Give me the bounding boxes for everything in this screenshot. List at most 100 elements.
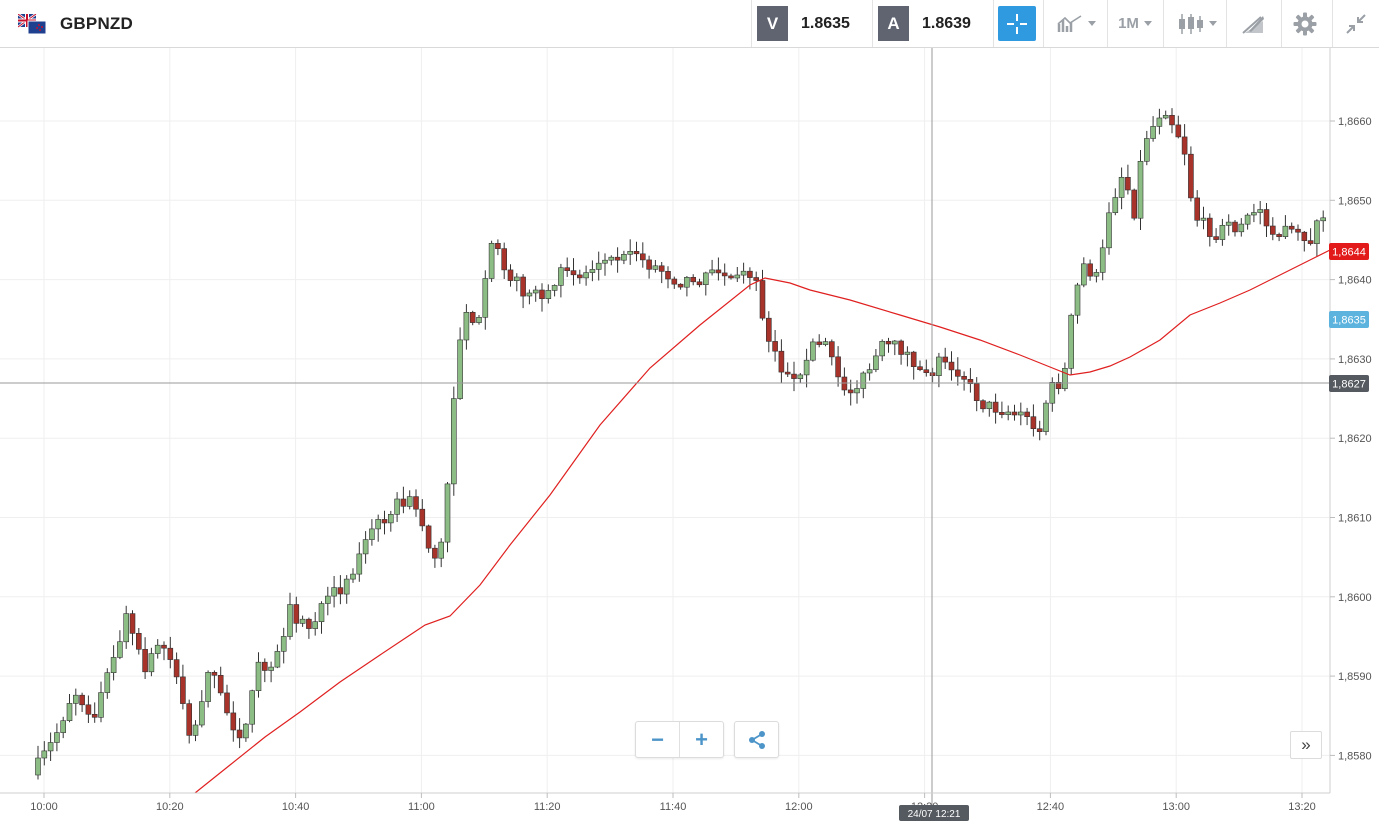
candle-down <box>753 271 760 291</box>
candle-down <box>942 347 949 369</box>
candle-body <box>551 285 558 291</box>
candle-body <box>136 632 142 650</box>
drawing-tools-icon <box>1242 15 1264 34</box>
candle-body <box>954 369 961 377</box>
candle-body <box>180 676 186 704</box>
candle-up <box>558 263 564 298</box>
candle-up <box>1200 206 1207 230</box>
candle-body <box>400 498 407 507</box>
candle-up <box>1225 214 1232 236</box>
settings-button[interactable] <box>1288 6 1322 41</box>
toolbar-divider <box>872 0 873 47</box>
candle-body <box>41 750 48 759</box>
candle-up <box>312 612 319 636</box>
candle-body <box>457 339 463 399</box>
candle-body <box>564 267 571 272</box>
candle-up <box>866 363 873 381</box>
toolbar-divider <box>751 0 752 47</box>
candle-body <box>507 269 514 281</box>
candle-down <box>1131 188 1137 221</box>
buy-price-button[interactable]: A 1.8639 <box>878 6 971 41</box>
y-tick-label: 1,8640 <box>1338 275 1372 287</box>
chart-canvas[interactable]: 1,8660 1,8650 1,8640 1,8630 1,8620 1,8610 1,86… <box>0 48 1379 823</box>
y-tick-label: 1,8630 <box>1338 354 1372 366</box>
candle-down <box>1263 203 1270 237</box>
candle-up <box>860 371 867 399</box>
candle-up <box>513 273 520 292</box>
candle-body <box>595 262 602 270</box>
candle-down <box>658 262 665 284</box>
chart-type-button[interactable] <box>1172 6 1222 41</box>
candle-body <box>627 251 634 255</box>
candle-body <box>1030 416 1037 430</box>
y-tick-label: 1,8620 <box>1338 433 1372 445</box>
candle-up <box>526 289 533 305</box>
candle-body <box>268 666 274 671</box>
candle-down <box>778 339 785 384</box>
candle-body <box>532 289 539 294</box>
candle-up <box>369 519 375 546</box>
drawing-tools-button[interactable] <box>1235 6 1271 41</box>
candle-up <box>205 670 211 708</box>
candle-body <box>1156 117 1163 127</box>
candle-body <box>362 539 369 555</box>
candle-body <box>791 373 797 379</box>
candle-body <box>873 355 879 370</box>
candle-up <box>1162 110 1169 120</box>
candle-body <box>450 398 457 485</box>
candle-body <box>847 389 854 394</box>
share-button[interactable] <box>734 721 779 758</box>
zoom-in-button[interactable]: + <box>695 726 708 752</box>
candle-up <box>1257 201 1263 225</box>
candle-body <box>614 256 621 261</box>
candle-body <box>123 613 129 643</box>
candle-body <box>967 378 974 384</box>
candle-body <box>287 604 293 637</box>
candle-body <box>961 375 967 380</box>
candle-body <box>1093 272 1100 277</box>
timeframe-label: 1M <box>1118 15 1139 32</box>
price-chart[interactable]: 1,8660 1,8650 1,8640 1,8630 1,8620 1,8610 1,86… <box>0 48 1379 823</box>
candle-down <box>973 377 980 412</box>
candle-body <box>583 272 589 279</box>
candle-down <box>142 637 148 679</box>
candle-down <box>136 628 142 655</box>
candle-down <box>898 339 904 365</box>
candle-body <box>1188 153 1194 199</box>
indicators-button[interactable] <box>1050 6 1102 41</box>
candle-body <box>54 732 60 743</box>
candle-up <box>1081 257 1087 288</box>
candle-body <box>98 692 104 718</box>
crosshair-button[interactable] <box>998 6 1036 41</box>
crosshair-price-label: 1,8627 <box>1329 375 1369 392</box>
candle-up <box>104 668 111 699</box>
candle-up <box>274 644 281 669</box>
moving-average-line <box>194 249 1331 794</box>
zoom-out-button[interactable]: − <box>651 726 664 752</box>
timeframe-selector[interactable]: 1M <box>1113 6 1157 41</box>
candle-body <box>1055 381 1062 389</box>
candle-down <box>1232 220 1238 237</box>
candle-down <box>992 393 999 424</box>
sell-price-button[interactable]: V 1.8635 <box>757 6 850 41</box>
candle-body <box>1175 124 1182 138</box>
candle-up <box>362 531 369 564</box>
candle-body <box>476 316 482 323</box>
candle-body <box>249 690 255 725</box>
candle-down <box>765 311 772 353</box>
candle-down <box>1169 108 1175 134</box>
candle-down <box>728 273 734 280</box>
sell-price-label: 1,8635 <box>1329 311 1369 328</box>
candle-down <box>791 361 797 392</box>
candle-down <box>885 337 892 353</box>
candle-body <box>469 311 476 323</box>
candle-body <box>369 528 375 540</box>
candle-down <box>236 718 243 749</box>
candle-body <box>1005 411 1012 416</box>
candle-body <box>375 519 382 530</box>
scroll-to-latest-button[interactable]: » <box>1290 731 1322 759</box>
collapse-button[interactable] <box>1340 6 1372 41</box>
gear-icon <box>1293 12 1317 35</box>
candle-body <box>992 401 999 413</box>
candle-body <box>104 672 111 693</box>
